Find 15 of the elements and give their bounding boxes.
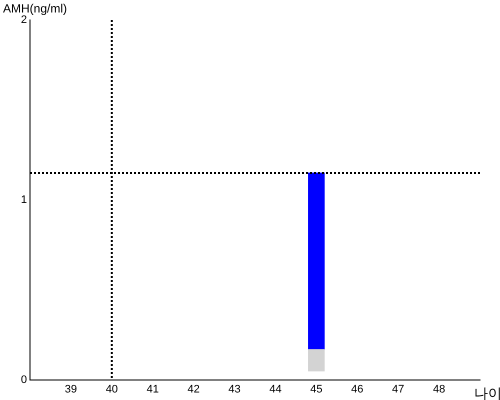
y-tick-label: 1 — [20, 194, 27, 206]
x-tick-label: 46 — [351, 384, 364, 396]
x-tick-label: 42 — [188, 384, 200, 396]
x-tick-label: 48 — [432, 384, 446, 396]
x-tick-label: 44 — [269, 384, 282, 396]
x-tick-label: 39 — [64, 384, 78, 396]
x-axis-title: 나이 — [474, 384, 500, 400]
y-axis-title: AMH(ng/ml) — [3, 1, 68, 16]
x-tick-label: 43 — [228, 384, 241, 396]
y-tick-label: 0 — [20, 374, 27, 386]
x-tick-label: 40 — [106, 384, 118, 396]
x-tick-label: 47 — [392, 384, 404, 396]
x-tick-label: 41 — [146, 384, 159, 396]
y-tick-label: 2 — [20, 14, 27, 26]
x-tick-label: 45 — [310, 384, 322, 396]
